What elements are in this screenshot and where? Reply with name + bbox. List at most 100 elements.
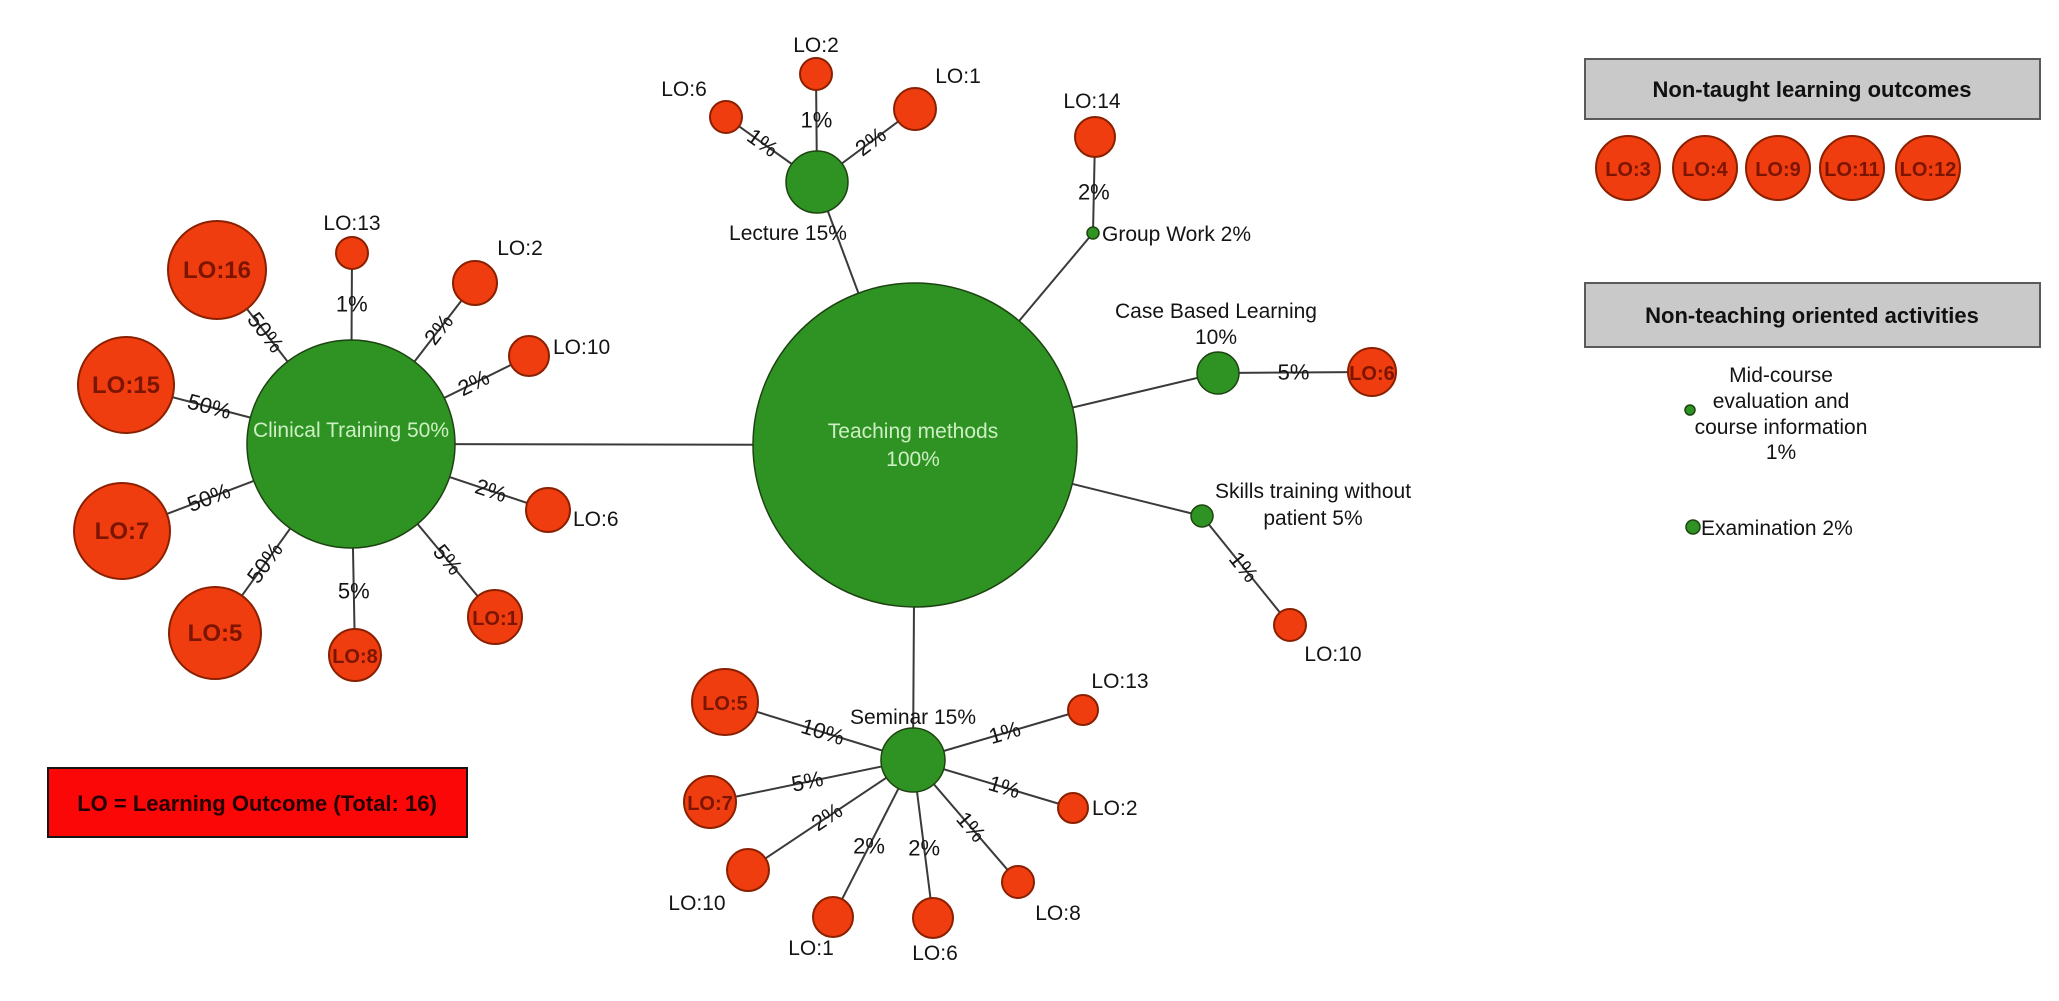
box-label-key-0: LO = Learning Outcome (Total: 16) bbox=[77, 791, 437, 816]
label-ct-lo7-0: LO:7 bbox=[95, 518, 150, 545]
box-non-teaching-header bbox=[1584, 282, 2041, 348]
box-key bbox=[47, 767, 468, 838]
label-lec-lo1-0: LO:1 bbox=[935, 65, 981, 88]
node-lec-lo6 bbox=[709, 100, 743, 134]
label-ct-lo10-0: LO:10 bbox=[553, 336, 610, 359]
node-legend-lo4 bbox=[1672, 135, 1738, 201]
node-legend-lo9 bbox=[1745, 135, 1811, 201]
box-label-non-taught-header-0: Non-taught learning outcomes bbox=[1653, 77, 1972, 102]
box-non-taught-header bbox=[1584, 58, 2041, 120]
label-legend-lo4-0: LO:4 bbox=[1682, 159, 1728, 181]
edge-label-seminar-sem-lo6: 2% bbox=[908, 835, 940, 860]
edge-label-group-work-gw-lo14: 2% bbox=[1078, 180, 1110, 205]
edge-label-clinical-training-ct-lo5: 50% bbox=[242, 538, 288, 588]
label-mid-course-dot-2: course information bbox=[1695, 416, 1868, 439]
edge-label-clinical-training-ct-lo1: 5% bbox=[428, 539, 468, 579]
label-sem-lo7-0: LO:7 bbox=[687, 793, 733, 815]
label-ct-lo6-0: LO:6 bbox=[573, 508, 619, 531]
label-ct-lo15-0: LO:15 bbox=[92, 372, 160, 399]
legend-layer: Non-taught learning outcomes Non-teaching… bbox=[47, 58, 2041, 838]
label-mid-course-dot-1: evaluation and bbox=[1713, 390, 1850, 413]
label-legend-lo3-0: LO:3 bbox=[1605, 159, 1651, 181]
edge-seminar-sem-lo10 bbox=[747, 759, 914, 871]
label-ct-lo8-0: LO:8 bbox=[332, 646, 378, 668]
node-ct-lo5 bbox=[168, 586, 262, 680]
node-examination-dot bbox=[1685, 519, 1701, 535]
node-st-lo10 bbox=[1273, 608, 1307, 642]
node-sem-lo7 bbox=[683, 775, 737, 829]
edge-label-clinical-training-ct-lo16: 50% bbox=[242, 307, 289, 357]
edge-label-seminar-sem-lo10: 2% bbox=[807, 798, 847, 836]
edge-case-based-learning-cbl-lo6 bbox=[1217, 371, 1373, 374]
label-sem-lo5-0: LO:5 bbox=[702, 693, 748, 715]
label-gw-lo14-0: LO:14 bbox=[1063, 90, 1121, 113]
node-legend-lo11 bbox=[1819, 135, 1885, 201]
node-sem-lo1 bbox=[812, 896, 854, 938]
label-sem-lo8-0: LO:8 bbox=[1035, 902, 1081, 925]
box-label-non-teaching-header-0: Non-teaching oriented activities bbox=[1645, 303, 1979, 328]
label-ct-lo13-0: LO:13 bbox=[323, 212, 380, 235]
label-skills-training-1: patient 5% bbox=[1263, 507, 1362, 530]
label-lec-lo6-0: LO:6 bbox=[661, 78, 707, 101]
node-case-based-learning bbox=[1196, 351, 1240, 395]
node-skills-training bbox=[1190, 504, 1214, 528]
label-legend-lo11-0: LO:11 bbox=[1824, 159, 1880, 181]
label-teaching-methods-0: Teaching methods bbox=[828, 420, 998, 443]
label-sem-lo2-0: LO:2 bbox=[1092, 797, 1138, 820]
node-legend-lo3 bbox=[1595, 135, 1661, 201]
label-clinical-training-0: Clinical Training 50% bbox=[253, 419, 449, 442]
label-ct-lo2-0: LO:2 bbox=[497, 237, 543, 260]
label-mid-course-dot-0: Mid-course bbox=[1729, 364, 1833, 387]
edge-label-lecture-lec-lo2: 1% bbox=[801, 107, 833, 132]
edge-label-clinical-training-ct-lo6: 2% bbox=[472, 473, 510, 507]
label-teaching-methods-1: 100% bbox=[886, 448, 940, 471]
label-seminar-0: Seminar 15% bbox=[850, 706, 976, 729]
edge-label-clinical-training-ct-lo15: 50% bbox=[185, 389, 234, 424]
node-ct-lo2 bbox=[452, 260, 498, 306]
edge-label-clinical-training-ct-lo13: 1% bbox=[336, 292, 368, 317]
edge-seminar-sem-lo7 bbox=[709, 759, 914, 803]
node-ct-lo15 bbox=[77, 336, 175, 434]
label-lec-lo2-0: LO:2 bbox=[793, 34, 839, 57]
node-ct-lo8 bbox=[328, 628, 382, 682]
node-sem-lo6 bbox=[912, 897, 954, 939]
node-clinical-training bbox=[246, 339, 456, 549]
label-group-work-0: Group Work 2% bbox=[1102, 223, 1251, 246]
label-mid-course-dot-3: 1% bbox=[1766, 441, 1796, 464]
node-sem-lo13 bbox=[1067, 694, 1099, 726]
edge-label-lecture-lec-lo6: 1% bbox=[742, 123, 782, 162]
node-sem-lo5 bbox=[691, 668, 759, 736]
edge-label-lecture-lec-lo1: 2% bbox=[850, 122, 890, 161]
label-st-lo10-0: LO:10 bbox=[1304, 643, 1361, 666]
edge-label-seminar-sem-lo7: 5% bbox=[789, 766, 825, 797]
edge-label-skills-training-st-lo10: 1% bbox=[1224, 547, 1263, 587]
edge-label-case-based-learning-cbl-lo6: 5% bbox=[1277, 359, 1309, 384]
label-skills-training-0: Skills training without bbox=[1215, 480, 1411, 503]
node-ct-lo16 bbox=[167, 220, 267, 320]
label-lecture-0: Lecture 15% bbox=[729, 222, 847, 245]
node-legend-lo12 bbox=[1895, 135, 1961, 201]
node-sem-lo8 bbox=[1001, 865, 1035, 899]
label-cbl-lo6-0: LO:6 bbox=[1349, 363, 1395, 385]
label-legend-lo9-0: LO:9 bbox=[1755, 159, 1801, 181]
label-sem-lo10-0: LO:10 bbox=[668, 892, 725, 915]
edge-skills-training-st-lo10 bbox=[1201, 515, 1291, 626]
label-sem-lo1-0: LO:1 bbox=[788, 937, 834, 960]
node-mid-course-dot bbox=[1684, 404, 1696, 416]
node-ct-lo1 bbox=[467, 589, 523, 645]
node-sem-lo2 bbox=[1057, 792, 1089, 824]
node-sem-lo10 bbox=[726, 848, 770, 892]
node-lecture bbox=[785, 150, 849, 214]
edge-label-clinical-training-ct-lo10: 2% bbox=[454, 365, 494, 402]
edge-label-clinical-training-ct-lo8: 5% bbox=[338, 579, 370, 604]
label-ct-lo5-0: LO:5 bbox=[188, 620, 243, 647]
nodes-layer bbox=[73, 57, 1961, 939]
node-group-work bbox=[1086, 226, 1100, 240]
label-case-based-learning-1: 10% bbox=[1195, 326, 1237, 349]
edge-label-clinical-training-ct-lo7: 50% bbox=[184, 478, 234, 517]
node-ct-lo6 bbox=[525, 487, 571, 533]
node-seminar bbox=[880, 727, 946, 793]
edge-label-seminar-sem-lo1: 2% bbox=[853, 833, 885, 858]
